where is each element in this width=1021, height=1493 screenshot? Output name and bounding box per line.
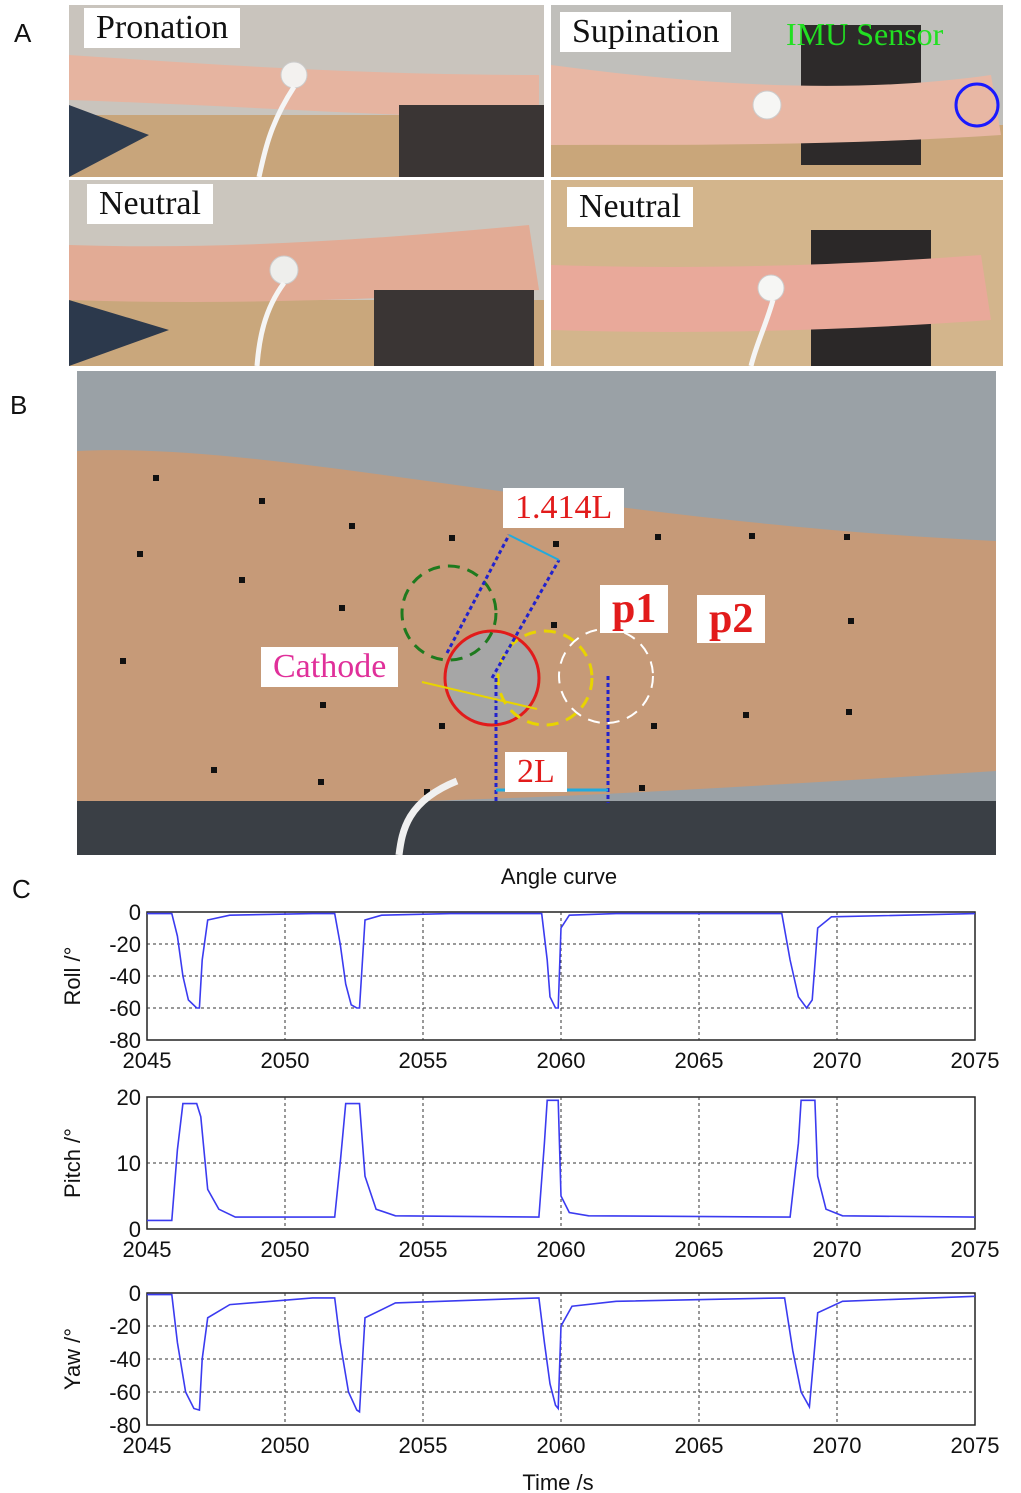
y-tick-label: 0 [129, 1217, 141, 1242]
y-tick-label: -20 [109, 1314, 141, 1339]
series-line [147, 1099, 976, 1222]
x-axis-label: Time /s [522, 1470, 593, 1493]
x-tick-label: 2060 [537, 1433, 586, 1458]
y-tick-label: 0 [129, 900, 141, 925]
photo-pronation [69, 5, 544, 177]
x-tick-label: 2055 [399, 1237, 448, 1262]
x-tick-label: 2075 [951, 1433, 1000, 1458]
label-p2: p2 [697, 595, 766, 643]
y-tick-label: -40 [109, 964, 141, 989]
y-tick-label: -60 [109, 996, 141, 1021]
y-tick-label: -40 [109, 1347, 141, 1372]
label-pronation: Pronation [84, 8, 241, 48]
y-tick-label: -20 [109, 932, 141, 957]
label-neutral-right: Neutral [567, 187, 693, 227]
x-tick-label: 2060 [537, 1048, 586, 1073]
x-tick-label: 2070 [813, 1237, 862, 1262]
y-tick-label: -60 [109, 1380, 141, 1405]
label-distance-2l: 2L [505, 752, 567, 792]
label-supination: Supination [560, 12, 732, 52]
plot-pitch: 2045 2050 2055 2060 2065 2070 2075 20 10 0 Pitch /… [60, 1085, 999, 1262]
x-tick-label: 2050 [261, 1048, 310, 1073]
x-tick-label: 2070 [813, 1048, 862, 1073]
x-tick-label: 2045 [123, 1433, 172, 1458]
x-tick-label: 2050 [261, 1433, 310, 1458]
series-line [147, 1293, 976, 1414]
angle-curve-charts: Angle curve 2045 2050 2055 2060 2065 2070 2075… [60, 864, 999, 1493]
x-tick-label: 2060 [537, 1237, 586, 1262]
panel-letter-a: A [14, 18, 32, 48]
x-tick-label: 2075 [951, 1048, 1000, 1073]
y-axis-label: Yaw /° [60, 1328, 85, 1390]
x-tick-label: 2045 [123, 1237, 172, 1262]
y-axis-label: Pitch /° [60, 1128, 85, 1198]
x-tick-label: 2070 [813, 1433, 862, 1458]
x-tick-label: 2045 [123, 1048, 172, 1073]
y-tick-label: 0 [129, 1281, 141, 1306]
chart-title: Angle curve [501, 864, 617, 889]
label-imu-sensor: IMU Sensor [786, 16, 944, 52]
plot-roll: 2045 2050 2055 2060 2065 2070 2075 0 -20 -40 -60 -8… [60, 900, 999, 1073]
label-p1: p1 [600, 585, 669, 633]
plot-yaw: 2045 2050 2055 2060 2065 2070 2075 0 -20 -40 -60 -8… [60, 1281, 999, 1458]
x-tick-label: 2050 [261, 1237, 310, 1262]
label-distance-1414l: 1.414L [503, 488, 625, 528]
label-neutral-left: Neutral [87, 184, 213, 224]
y-tick-label: -80 [109, 1028, 141, 1053]
x-tick-label: 2055 [399, 1048, 448, 1073]
x-tick-label: 2055 [399, 1433, 448, 1458]
y-tick-label: 10 [117, 1151, 141, 1176]
label-cathode: Cathode [261, 647, 399, 687]
photo-forearm-markers [77, 371, 996, 855]
x-tick-label: 2065 [675, 1433, 724, 1458]
x-tick-label: 2065 [675, 1048, 724, 1073]
panel-letter-c: C [12, 874, 31, 904]
y-tick-label: 20 [117, 1085, 141, 1110]
panel-letter-b: B [10, 390, 28, 420]
series-line [147, 912, 976, 1010]
photo-neutral-left [69, 180, 544, 366]
y-tick-label: -80 [109, 1413, 141, 1438]
y-axis-label: Roll /° [60, 947, 85, 1006]
x-tick-label: 2075 [951, 1237, 1000, 1262]
x-tick-label: 2065 [675, 1237, 724, 1262]
